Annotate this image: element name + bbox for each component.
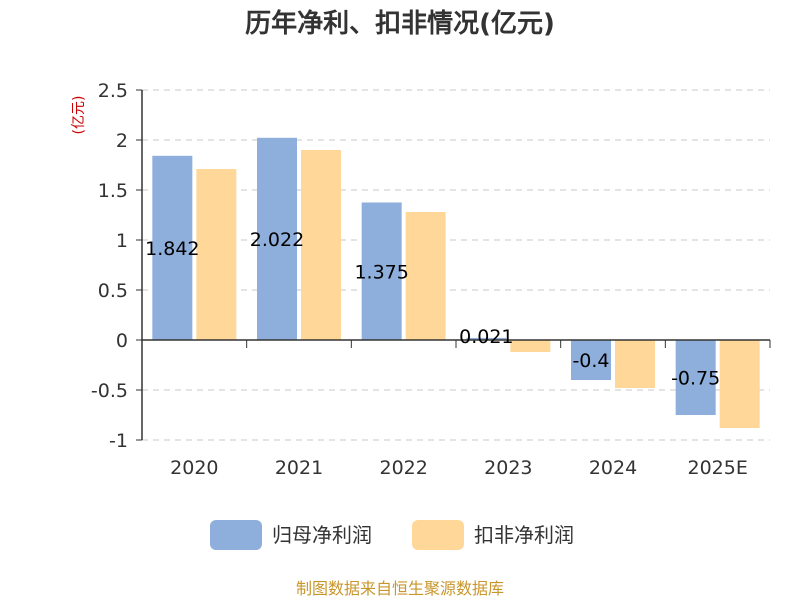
legend-swatch	[210, 520, 262, 550]
legend-label: 扣非净利润	[474, 523, 574, 547]
x-tick-label: 2025E	[687, 457, 747, 479]
bar-deducted-net-profit	[615, 340, 655, 388]
bar-deducted-net-profit	[719, 340, 760, 428]
bar-deducted-net-profit	[405, 212, 446, 340]
y-tick-label: 2.5	[98, 80, 128, 102]
grid-lines	[142, 89, 770, 441]
source-note: 制图数据来自恒生聚源数据库	[296, 579, 504, 598]
axes: 2.5 2 1.5 1 0.5 0 -0.5 -1 2020 2021 2022 2023 2024 20…	[91, 80, 771, 479]
bar-parent-net-profit	[466, 337, 507, 340]
legend: 归母净利润 扣非净利润	[210, 520, 574, 550]
x-tick-label: 2023	[484, 457, 532, 479]
data-label: 1.842	[145, 238, 199, 260]
x-tick-label: 2020	[170, 457, 218, 479]
data-label: 2.022	[250, 229, 304, 251]
bar-parent-net-profit	[361, 202, 402, 340]
y-tick-label: 2	[116, 130, 128, 152]
y-tick-label: 1.5	[98, 180, 128, 202]
y-tick-label: 1	[116, 230, 128, 252]
bar-parent-net-profit	[675, 340, 716, 415]
bar-deducted-net-profit	[196, 169, 237, 340]
y-axis-label: (亿元)	[71, 96, 87, 135]
legend-swatch	[412, 520, 464, 550]
data-label: -0.4	[572, 350, 609, 372]
y-tick-label: 0	[116, 330, 128, 352]
bar-parent-net-profit	[571, 340, 611, 380]
y-tick-label: -1	[109, 430, 128, 452]
bar-parent-net-profit	[152, 155, 193, 340]
data-labels: 1.842 2.022 1.375 0.021 -0.4 -0.75	[145, 229, 720, 390]
data-label: 1.375	[354, 261, 408, 283]
x-tick-label: 2024	[589, 457, 637, 479]
bar-deducted-net-profit	[510, 340, 551, 352]
data-label: 0.021	[459, 326, 513, 348]
y-tick-label: -0.5	[91, 380, 128, 402]
bar-parent-net-profit	[257, 137, 297, 340]
x-tick-label: 2022	[379, 457, 427, 479]
data-label: -0.75	[671, 368, 720, 390]
x-tick-label: 2021	[275, 457, 323, 479]
bars	[152, 137, 760, 428]
chart-title: 历年净利、扣非情况(亿元)	[245, 8, 555, 39]
y-tick-label: 0.5	[98, 280, 128, 302]
legend-label: 归母净利润	[272, 523, 372, 547]
bar-deducted-net-profit	[301, 150, 341, 340]
